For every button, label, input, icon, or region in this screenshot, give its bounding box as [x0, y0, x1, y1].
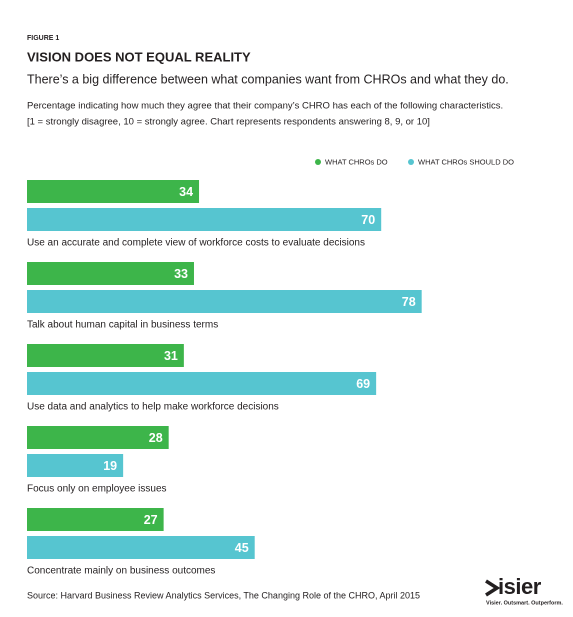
logo-chevron	[485, 579, 501, 597]
legend-label: WHAT CHROs SHOULD DO	[418, 157, 514, 166]
value-label: 19	[103, 459, 117, 473]
category-label: Use an accurate and complete view of wor…	[27, 238, 365, 249]
value-label: 28	[149, 431, 163, 445]
value-label: 70	[361, 213, 375, 227]
figure-label: FIGURE 1	[27, 35, 59, 42]
source: Source: Harvard Business Review Analytic…	[27, 590, 420, 600]
bar	[27, 290, 422, 313]
description: Percentage indicating how much they agre…	[27, 101, 503, 112]
value-label: 27	[144, 513, 158, 527]
value-label: 34	[179, 185, 193, 199]
subtitle: There’s a big difference between what co…	[27, 72, 509, 86]
bar	[27, 344, 184, 367]
category-label: Concentrate mainly on business outcomes	[27, 566, 215, 577]
value-label: 33	[174, 267, 188, 281]
bar	[27, 180, 200, 203]
value-label: 69	[356, 377, 370, 391]
logo: isier	[498, 574, 542, 599]
bar	[27, 262, 194, 285]
description: [1 = strongly disagree, 10 = strongly ag…	[27, 117, 430, 128]
bar	[27, 508, 164, 531]
bar	[27, 372, 377, 395]
category-label: Talk about human capital in business ter…	[27, 320, 218, 331]
bar	[27, 454, 124, 477]
bar	[27, 208, 382, 231]
legend-swatch	[408, 159, 414, 165]
category-label: Focus only on employee issues	[27, 484, 167, 495]
legend-label: WHAT CHROs DO	[325, 157, 388, 166]
chart-title: VISION DOES NOT EQUAL REALITY	[27, 49, 251, 64]
category-label: Use data and analytics to help make work…	[27, 402, 279, 413]
bar	[27, 536, 255, 559]
bar	[27, 426, 169, 449]
value-label: 31	[164, 349, 178, 363]
tagline: Visier. Outsmart. Outperform.	[486, 600, 563, 606]
legend-swatch	[315, 159, 321, 165]
value-label: 45	[235, 541, 249, 555]
value-label: 78	[402, 295, 416, 309]
